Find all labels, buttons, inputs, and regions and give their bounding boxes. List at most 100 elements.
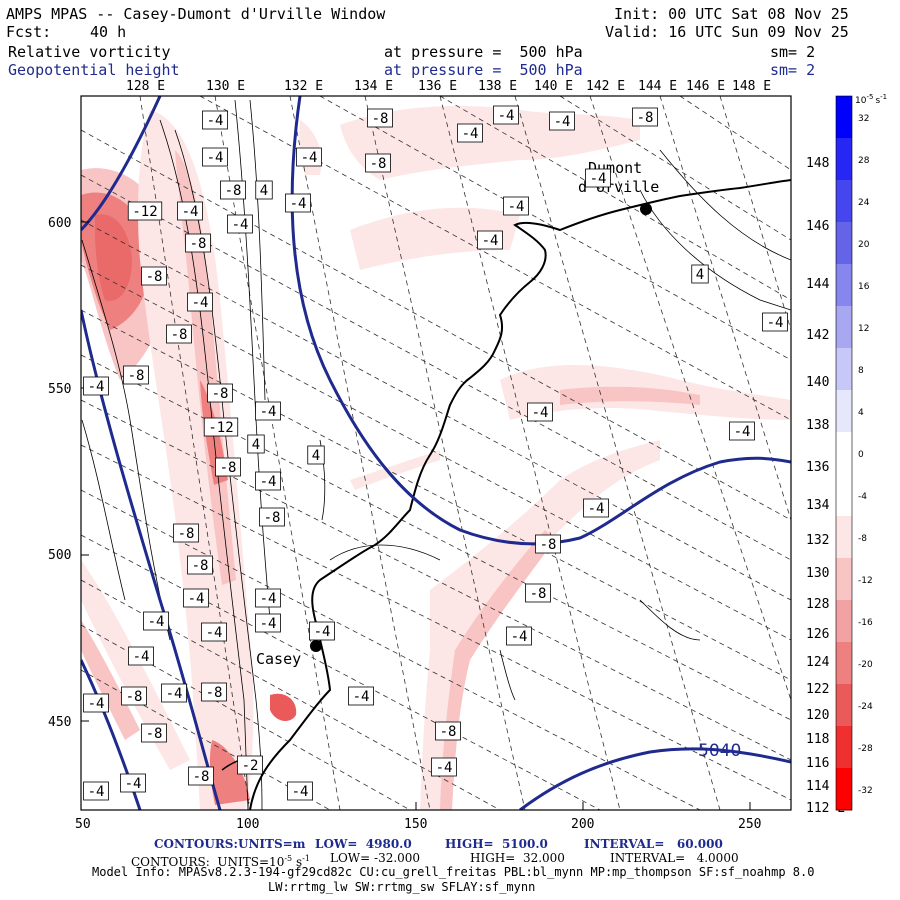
color-bar: 32 28 24 20 16 12 8 4 0 -4 -8 -12 -16 -20 -24 -28 -32 [835, 95, 873, 811]
contour-label-box [177, 201, 203, 221]
contour-label-box [123, 365, 149, 385]
contour-label-text: 4 [696, 267, 704, 283]
contour-label-text: -4 [206, 625, 223, 641]
contour-label-box [632, 107, 658, 127]
contour-label-text: -4 [292, 784, 309, 800]
contour-label-text: -4 [192, 295, 209, 311]
svg-text:200: 200 [571, 817, 594, 832]
contour-label-box [457, 123, 483, 143]
left-grid-labels: 600 550 500 450 [48, 216, 71, 730]
contour-label-box [255, 613, 281, 633]
contour-label-text: -8 [178, 526, 195, 542]
contour-label-text: -8 [192, 558, 209, 574]
contour-label-box [141, 723, 167, 743]
colorbar-swatch [836, 768, 852, 811]
contour-label-text: 4 [312, 448, 320, 464]
contour-label-box [220, 180, 246, 200]
colorbar-swatch [836, 474, 852, 517]
svg-text:144 E: 144 E [806, 277, 845, 292]
colorbar-tick-label: -32 [858, 786, 873, 796]
svg-text:140 E: 140 E [534, 79, 573, 94]
contour-label-box [477, 230, 503, 250]
contour-label-box [435, 721, 461, 741]
contour-label-box [227, 214, 253, 234]
contour-label-text: -8 [212, 386, 229, 402]
contour-label-box [348, 686, 374, 706]
contour-label-box [237, 755, 263, 775]
contour-label-text: -8 [264, 510, 281, 526]
contour-label-box [527, 402, 553, 422]
field1-level: at pressure = 500 hPa [384, 43, 583, 61]
svg-text:130 E: 130 E [806, 566, 845, 581]
colorbar-tick-label: -8 [858, 534, 867, 544]
svg-text:130 E: 130 E [206, 79, 245, 94]
svg-text:114 E: 114 E [806, 779, 845, 794]
footer-contours-label-2: CONTOURS: UNITS=10-5 s-1 [131, 854, 310, 869]
colorbar-tick-label: 4 [858, 408, 864, 418]
contour-label-text: -4 [554, 114, 571, 130]
contour-label-text: -4 [166, 686, 183, 702]
contour-label-box [215, 457, 241, 477]
footer-units-1: UNITS=m [238, 837, 306, 851]
svg-text:138 E: 138 E [806, 418, 845, 433]
contour-label-box [83, 781, 109, 801]
colorbar-swatch [836, 222, 852, 265]
colorbar-tick-label: -16 [858, 618, 873, 628]
svg-text:500: 500 [48, 548, 71, 563]
contour-label-box [525, 583, 551, 603]
contour-label-box [503, 196, 529, 216]
contour-label-text: -4 [511, 629, 528, 645]
contour-label-text: -4 [314, 624, 331, 640]
contour-label-text: -4 [532, 405, 549, 421]
contour-label-text: -8 [440, 724, 457, 740]
colorbar-swatch [836, 180, 852, 223]
forecast-label: Fcst: [6, 23, 52, 41]
casey-station-marker [310, 640, 322, 652]
contour-label-text: -4 [232, 217, 249, 233]
contour-label-text: -2 [242, 758, 259, 774]
svg-text:150: 150 [404, 817, 427, 832]
footer-low-2: LOW= -32.000 [330, 851, 421, 865]
svg-text:144 E: 144 E [638, 79, 677, 94]
contour-label-box [128, 646, 154, 666]
contour-label-box [202, 110, 228, 130]
svg-text:142 E: 142 E [586, 79, 625, 94]
contour-label-text: -4 [207, 113, 224, 129]
contour-label-box [296, 147, 322, 167]
dumont-station-marker [640, 203, 652, 215]
contour-label-text: -8 [146, 726, 163, 742]
contour-label-box [309, 621, 335, 641]
contour-label-box [506, 626, 532, 646]
contour-label-text: -4 [188, 591, 205, 607]
svg-text:148 E: 148 E [732, 79, 771, 94]
colorbar-tick-label: 0 [858, 450, 864, 460]
contour-label-text: -8 [171, 327, 188, 343]
contour-label-box [207, 383, 233, 403]
footer-high-1: HIGH= 5100.0 [445, 837, 548, 851]
colorbar-swatch [836, 516, 852, 559]
contour-label-text: -8 [530, 586, 547, 602]
svg-text:118 E: 118 E [806, 732, 845, 747]
contour-label-box [285, 193, 311, 213]
colorbar-unit: 10-5 s-1 [855, 93, 887, 106]
contour-label-box [203, 417, 239, 437]
footer-contours-label-1: CONTOURS: [154, 837, 238, 851]
svg-text:136 E: 136 E [806, 460, 845, 475]
contour-label-box [365, 153, 391, 173]
contour-label-text: -4 [767, 315, 784, 331]
contour-label-box [120, 773, 146, 793]
contour-label-text: -4 [290, 196, 307, 212]
field2-level: at pressure = 500 hPa [384, 61, 583, 79]
map-title: AMPS MPAS -- Casey-Dumont d'Urville Wind… [6, 5, 386, 23]
footer-model-info: Model Info: MPASv8.2.3-194-gf29cd82c CU:… [92, 865, 815, 879]
contour-label-box [121, 686, 147, 706]
contour-label-box [259, 507, 285, 527]
contour-label-text: -4 [260, 404, 277, 420]
init-time: Init: 00 UTC Sat 08 Nov 25 [614, 5, 849, 23]
svg-text:128 E: 128 E [126, 79, 165, 94]
bottom-grid-labels: 50 100 150 200 250 [75, 817, 761, 832]
contour-label-text: -12 [132, 204, 157, 220]
contour-label-box [729, 421, 755, 441]
svg-text:146 E: 146 E [686, 79, 725, 94]
contour-value-labels: -4-4-8 4-4-4-12-8-8-4-8-4-8-8-12-444-8-4-… [83, 105, 788, 801]
